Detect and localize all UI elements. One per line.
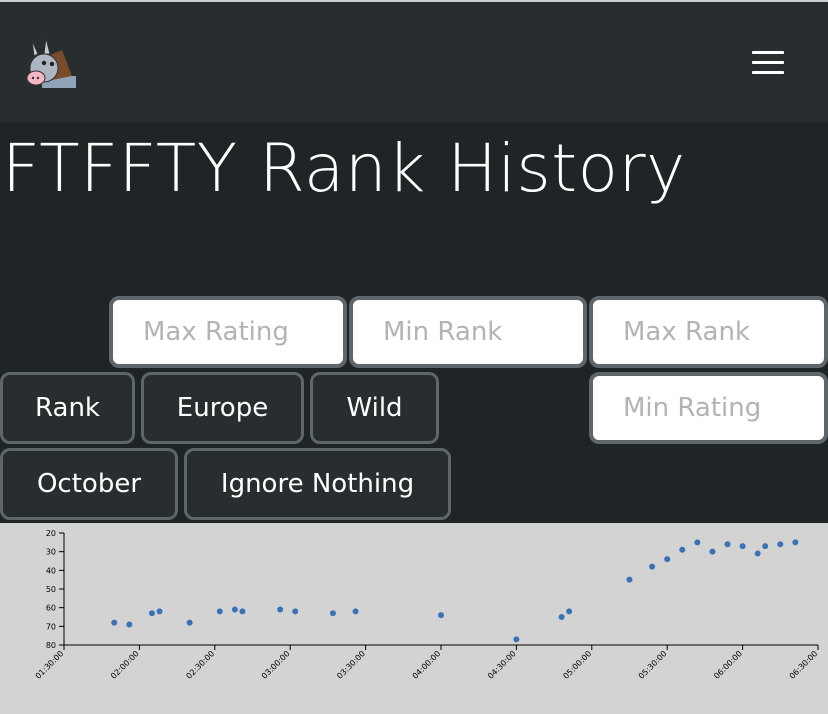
region-button[interactable]: Europe [141, 372, 304, 444]
x-tick-label: 02:30:00 [184, 649, 216, 681]
data-point [792, 539, 799, 546]
navbar [0, 2, 828, 122]
x-tick-label: 02:00:00 [109, 649, 141, 681]
x-tick-label: 04:00:00 [411, 649, 443, 681]
hamburger-menu-icon[interactable] [748, 48, 788, 78]
top-border [0, 0, 828, 2]
data-point [513, 636, 520, 643]
data-point [754, 550, 761, 557]
data-point [566, 608, 573, 615]
x-tick-label: 03:30:00 [335, 649, 367, 681]
mode-button[interactable]: Rank [0, 372, 135, 444]
data-point [216, 608, 223, 615]
max-rank-input[interactable] [589, 296, 828, 368]
data-point [352, 608, 359, 615]
donkey-logo-icon[interactable] [22, 36, 78, 92]
data-point [186, 619, 193, 626]
data-point [111, 619, 118, 626]
ignore-button[interactable]: Ignore Nothing [184, 448, 451, 520]
x-tick-label: 06:30:00 [788, 649, 820, 681]
page-title: FTFFTY Rank History [2, 130, 686, 207]
data-point [724, 541, 731, 548]
y-tick-label: 50 [46, 585, 56, 594]
data-point [558, 614, 565, 620]
y-tick-label: 20 [46, 529, 56, 538]
data-point [762, 543, 769, 550]
data-point [664, 556, 671, 563]
data-point [438, 612, 444, 619]
data-point [777, 541, 784, 548]
max-rating-input[interactable] [109, 296, 347, 368]
data-point [277, 606, 284, 613]
rank-history-chart: 20 30 40 50 60 70 80 01:30:00 02:00:00 02:30:00 03… [0, 523, 828, 714]
y-tick-label: 40 [46, 566, 56, 575]
data-point [626, 576, 633, 583]
x-tick-label: 01:30:00 [34, 649, 66, 681]
data-point [156, 608, 163, 615]
min-rating-input[interactable] [589, 372, 828, 444]
data-point [126, 621, 133, 628]
y-tick-label: 70 [46, 622, 56, 631]
y-tick-label: 30 [46, 548, 56, 557]
data-point [679, 546, 686, 553]
data-point [148, 610, 155, 617]
x-tick-label: 04:30:00 [486, 649, 518, 681]
y-tick-label: 60 [46, 604, 56, 613]
x-tick-label: 06:00:00 [712, 649, 744, 681]
data-point [292, 608, 299, 615]
x-tick-label: 05:00:00 [561, 649, 593, 681]
x-tick-label: 05:30:00 [637, 649, 669, 681]
data-point [649, 563, 656, 570]
y-tick-label: 80 [46, 641, 56, 650]
data-point [739, 543, 746, 550]
min-rank-input[interactable] [349, 296, 587, 368]
data-point [239, 608, 246, 615]
data-point [709, 548, 716, 555]
data-point [231, 606, 238, 613]
data-point [694, 539, 701, 546]
month-button[interactable]: October [0, 448, 178, 520]
x-tick-label: 03:00:00 [260, 649, 292, 681]
data-point [329, 610, 336, 617]
format-button[interactable]: Wild [310, 372, 439, 444]
